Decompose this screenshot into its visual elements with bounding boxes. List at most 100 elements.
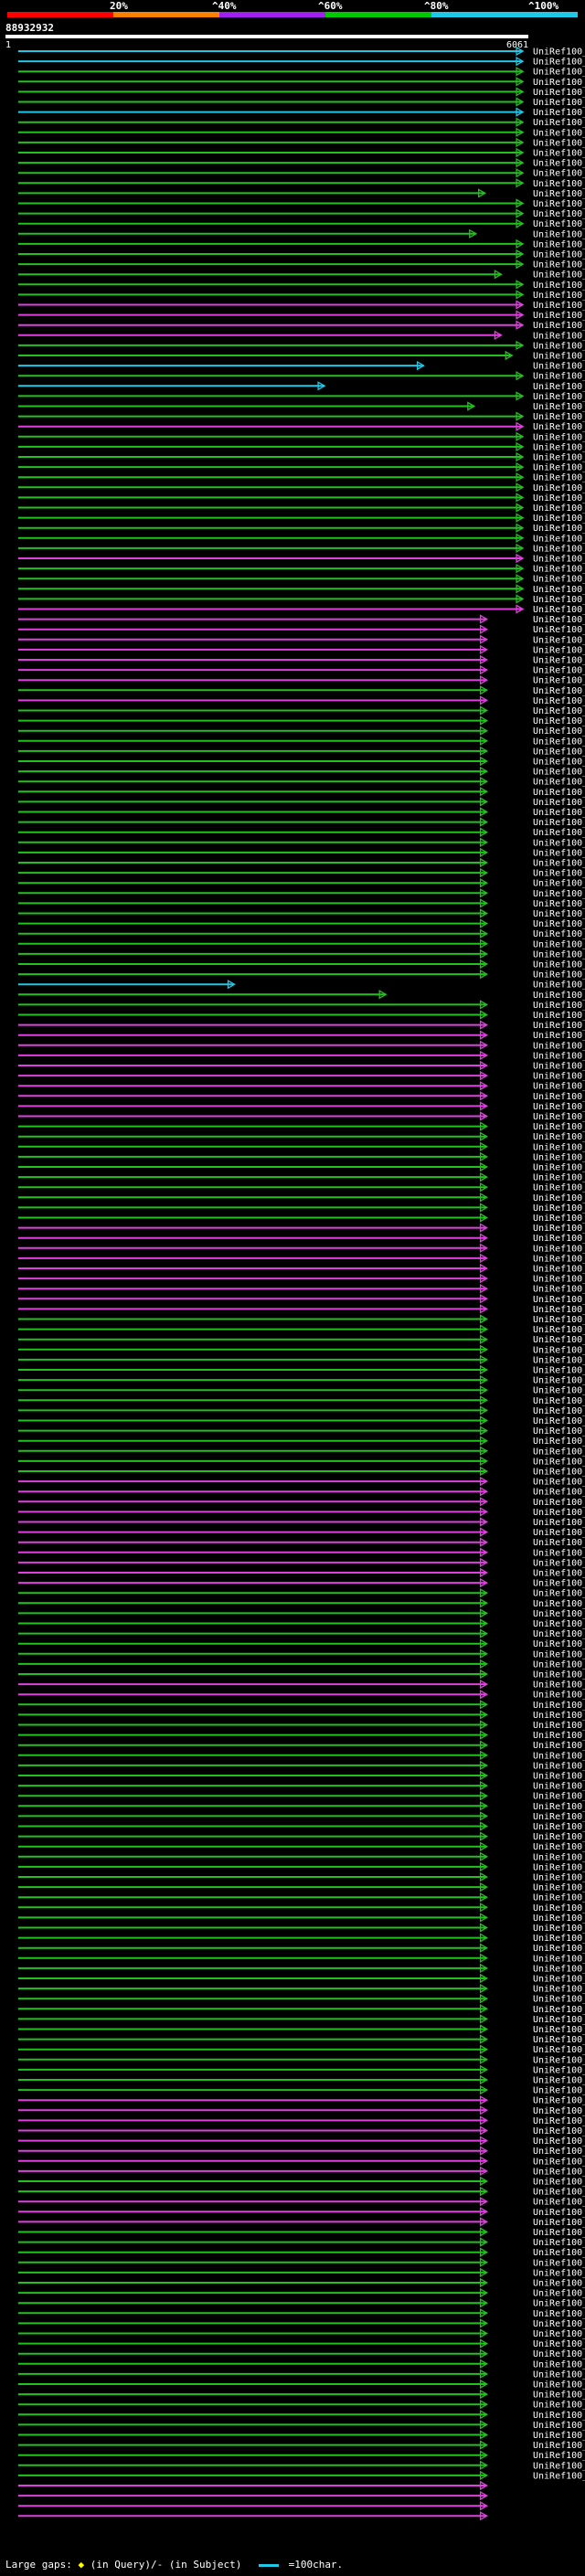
hit-label[interactable]: UniRef100_Q9P6U9 [533, 555, 585, 565]
hit-label[interactable]: UniRef100_B4QYZ6 [533, 1691, 585, 1701]
hit-label[interactable]: UniRef100_C5LLL4 [533, 1447, 585, 1457]
hit-label[interactable]: UniRef100_Q5A3S3 [533, 1173, 585, 1183]
hit-label[interactable]: UniRef100_Q5KFM6 [533, 808, 585, 818]
hit-label[interactable]: UniRef100_C4PQ26 [533, 869, 585, 879]
hit-label[interactable]: UniRef100_B9SM44 [533, 939, 585, 949]
hit-label[interactable]: UniRef100_B2B6T1 [533, 1062, 585, 1072]
hit-label[interactable]: UniRef100_C1MEG2 [533, 981, 585, 991]
hit-label[interactable]: UniRef100_Q4PBB5 [533, 2178, 585, 2188]
hit-label[interactable]: UniRef100_UP1000... [533, 676, 585, 686]
hit-label[interactable]: UniRef100_Q8X1P9 [533, 1275, 585, 1285]
hit-label[interactable]: UniRef100_B7S475 [533, 656, 585, 666]
hit-label[interactable]: UniRef100_C5XJF4 [533, 291, 585, 301]
hit-label[interactable]: UniRef100_B0XCP5 [533, 1985, 585, 1995]
hit-label[interactable]: UniRef100_Q0CIY2 [533, 442, 585, 452]
hit-label[interactable]: UniRef100_Q9Z841-3 [533, 2441, 585, 2451]
hit-label[interactable]: UniRef100_A7Q8S3 [533, 1558, 585, 1568]
hit-label[interactable]: UniRef100_Q6FLF3 [533, 929, 585, 939]
hit-label[interactable]: UniRef100_Q16RY3 [533, 473, 585, 483]
hit-label[interactable]: UniRef100_Q4WP52 [533, 453, 585, 463]
hit-label[interactable]: UniRef100_Q4DPF7 [533, 2471, 585, 2481]
hit-label[interactable]: UniRef100_Q4PHU9 [533, 1599, 585, 1609]
hit-label[interactable]: UniRef100_B9KK94 [533, 1051, 585, 1061]
hit-label[interactable]: UniRef100_C5L3H1 [533, 1680, 585, 1691]
hit-label[interactable]: UniRef100_B7PYS9 [533, 625, 585, 635]
hit-label[interactable]: UniRef100_B8LKZ7 [533, 2208, 585, 2218]
hit-label[interactable]: UniRef100_B6XVV4 [533, 1873, 585, 1883]
hit-label[interactable]: UniRef100_B8W5E0 [533, 270, 585, 281]
hit-label[interactable]: UniRef100_Q297V4 [533, 1670, 585, 1680]
hit-label[interactable]: UniRef100_B9ET89 [533, 2401, 585, 2411]
hit-label[interactable]: UniRef100_B4WYL5 [533, 1315, 585, 1325]
hit-label[interactable]: UniRef100_UP1000... [533, 1478, 585, 1488]
hit-label[interactable]: UniRef100_UP1000... [533, 2461, 585, 2471]
hit-label[interactable]: UniRef100_C5L216 [533, 1569, 585, 1579]
hit-label[interactable]: UniRef100_B9FP87 [533, 1701, 585, 1711]
hit-label[interactable]: UniRef100_B9GY92 [533, 585, 585, 595]
hit-label[interactable]: UniRef100_UP1000... [533, 2076, 585, 2086]
hit-label[interactable]: UniRef100_UP1000... [533, 2157, 585, 2167]
hit-label[interactable]: UniRef100_A7E307 [533, 1436, 585, 1447]
hit-label[interactable]: UniRef100_A0D853 [533, 2309, 585, 2319]
hit-label[interactable]: UniRef100_B4P9Y2 [533, 1964, 585, 1974]
hit-label[interactable]: UniRef100_UP1000... [533, 1721, 585, 1731]
hit-label[interactable]: UniRef100_A7PVW1 [533, 179, 585, 189]
hit-label[interactable]: UniRef100_B4C3K4 [533, 1589, 585, 1599]
hit-label[interactable]: UniRef100_Q15523 [533, 798, 585, 808]
hit-label[interactable]: UniRef100_Q5VQL1-3 [533, 250, 585, 260]
hit-label[interactable]: UniRef100_B3NYJ8 [533, 2238, 585, 2248]
hit-label[interactable]: UniRef100_UP1000... [533, 1548, 585, 1558]
hit-label[interactable]: UniRef100_B4PJ71 [533, 1295, 585, 1305]
hit-label[interactable]: UniRef100_UP1000... [533, 1498, 585, 1508]
hit-label[interactable]: UniRef100_UP1000... [533, 382, 585, 392]
hit-label[interactable]: UniRef100_B3M9G0 [533, 615, 585, 625]
hit-label[interactable]: UniRef100_B8N9S2 [533, 1041, 585, 1051]
hit-label[interactable]: UniRef100_Q4DRP5 [533, 2218, 585, 2228]
hit-label[interactable]: UniRef100_C7ZR7S [533, 1629, 585, 1639]
hit-label[interactable]: UniRef100_Q9LYJ9-2 [533, 68, 585, 78]
hit-label[interactable]: UniRef100_Q9U8S3 [533, 1265, 585, 1275]
hit-label[interactable]: UniRef100_C5DGY7 [533, 1528, 585, 1538]
hit-label[interactable]: UniRef100_Q9Z841-4 [533, 1903, 585, 1913]
hit-label[interactable]: UniRef100_C5ZSL5 [533, 2116, 585, 2126]
hit-label[interactable]: UniRef100_B4E2X7 [533, 747, 585, 757]
hit-label[interactable]: UniRef100_C7YU47 [533, 1152, 585, 1162]
hit-label[interactable]: UniRef100_UP1000... [533, 1518, 585, 1528]
hit-label[interactable]: UniRef100_UP1000... [533, 2096, 585, 2106]
hit-label[interactable]: UniRef100_UP1000... [533, 2451, 585, 2461]
hit-label[interactable]: UniRef100_UP1000... [533, 645, 585, 655]
hit-label[interactable]: UniRef100_A9HPN8 [533, 402, 585, 412]
hit-label[interactable]: UniRef100_Q8WHR3 [533, 909, 585, 919]
hit-label[interactable]: UniRef100_UP1000... [533, 2147, 585, 2157]
hit-label[interactable]: UniRef100_B4HBH0 [533, 1203, 585, 1214]
hit-label[interactable]: UniRef100_Q6FF43 [533, 1001, 585, 1011]
hit-label[interactable]: UniRef100_Q62471 [533, 2198, 585, 2208]
hit-label[interactable]: UniRef100_P16381 [533, 1893, 585, 1903]
hit-label[interactable]: UniRef100_B7EZ04 [533, 2167, 585, 2177]
hit-label[interactable]: UniRef100_A4I7K4 [533, 2359, 585, 2369]
hit-label[interactable]: UniRef100_B9SN43 [533, 1954, 585, 1964]
hit-label[interactable]: UniRef100_A6S2H0 [533, 778, 585, 788]
hit-label[interactable]: UniRef100_C4R751 [533, 483, 585, 493]
hit-label[interactable]: UniRef100_Q7PHJ0 [533, 1426, 585, 1436]
hit-label[interactable]: UniRef100_A2WMQ2 [533, 281, 585, 291]
hit-label[interactable]: UniRef100_B4Q1U9 [533, 1142, 585, 1152]
hit-label[interactable]: UniRef100_C1E1E9 [533, 372, 585, 382]
hit-label[interactable]: UniRef100_Q8CX97 [533, 1082, 585, 1092]
hit-label[interactable]: UniRef100_A2QI25 [533, 949, 585, 959]
hit-label[interactable]: UniRef100_UP1000... [533, 1741, 585, 1751]
hit-label[interactable]: UniRef100_UP1000... [533, 2045, 585, 2055]
hit-label[interactable]: UniRef100_UP1000... [533, 1508, 585, 1518]
hit-label[interactable]: UniRef100_UP1000... [533, 1254, 585, 1264]
hit-label[interactable]: UniRef100_Q9AAB9 [533, 575, 585, 585]
hit-label[interactable]: UniRef100_C5L215 [533, 1579, 585, 1589]
hit-label[interactable]: UniRef100_UP1000... [533, 1609, 585, 1619]
hit-label[interactable]: UniRef100_Q6BEZ8 [533, 2025, 585, 2035]
hit-label[interactable]: UniRef100_P0C2M6 [533, 1649, 585, 1659]
hit-label[interactable]: UniRef100_B9FZM7 [533, 321, 585, 331]
hit-label[interactable]: UniRef100_A1L1T3 [533, 2258, 585, 2268]
hit-label[interactable]: UniRef100_UP1000... [533, 2319, 585, 2329]
hit-label[interactable]: UniRef100_A9VZ62 [533, 605, 585, 615]
hit-label[interactable]: UniRef100_Q2QZE8 [533, 311, 585, 321]
hit-label[interactable]: UniRef100_B9GI44 [533, 108, 585, 118]
